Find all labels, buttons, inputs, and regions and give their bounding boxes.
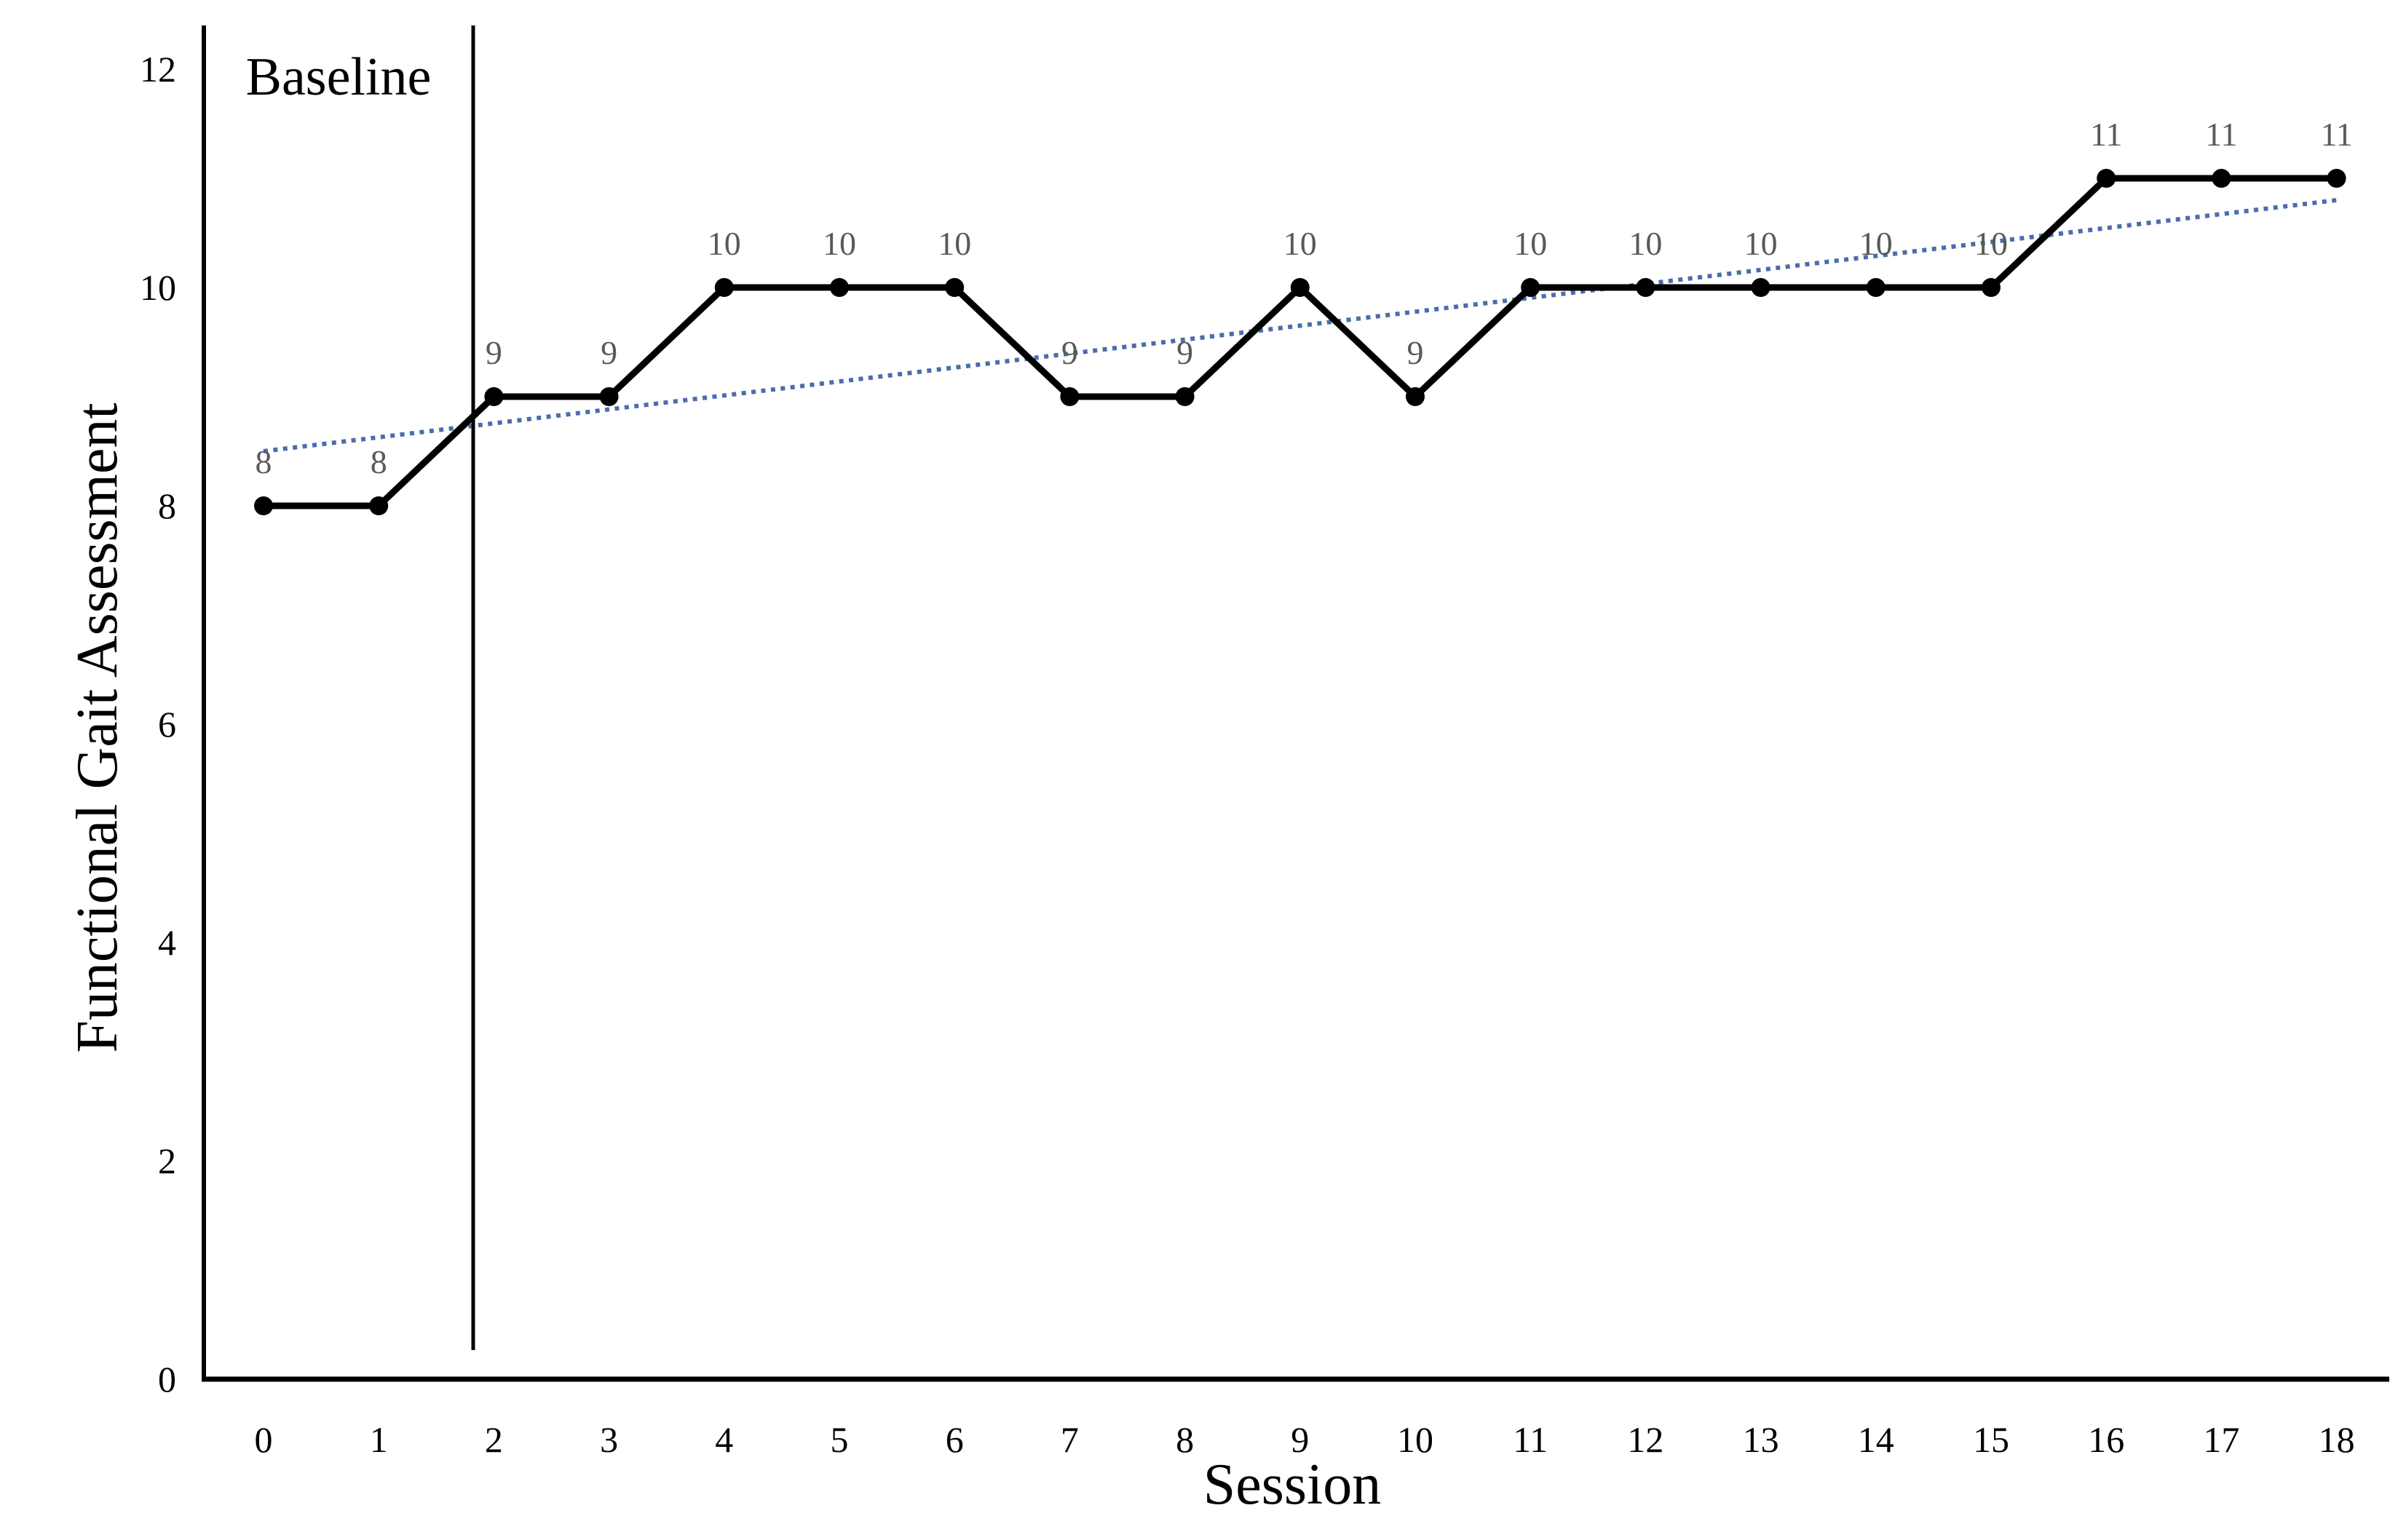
- data-point-label: 10: [1974, 225, 2008, 262]
- data-point-marker: [1636, 278, 1655, 297]
- data-point-marker: [2097, 169, 2116, 188]
- data-point-label: 10: [1283, 225, 1317, 262]
- data-point-label: 11: [2320, 116, 2352, 153]
- y-tick-label: 0: [158, 1359, 176, 1400]
- data-point-label: 10: [1629, 225, 1662, 262]
- data-point-label: 8: [256, 443, 272, 480]
- data-point-label: 10: [823, 225, 856, 262]
- point-label-group: 8 8 9 9 10 10 10 9 9 10 9 10 10 10 10 10 11 11 11: [256, 116, 2353, 480]
- data-point-marker: [599, 387, 619, 406]
- x-tick-label: 0: [255, 1419, 273, 1460]
- data-series-group: [254, 169, 2346, 515]
- x-tick-labels: 0 1 2 3 4 5 6 7 8 9 10 11 12 13 14 15 16 17 18: [255, 1419, 2355, 1460]
- trendline-group: [263, 198, 2337, 453]
- data-point-label: 9: [1061, 334, 1078, 371]
- data-point-marker: [830, 278, 849, 297]
- x-tick-label: 12: [1627, 1419, 1663, 1460]
- y-tick-label: 10: [140, 267, 176, 308]
- data-point-label: 9: [1407, 334, 1424, 371]
- data-point-marker: [1751, 278, 1770, 297]
- x-tick-label: 6: [946, 1419, 964, 1460]
- data-point-label: 8: [371, 443, 387, 480]
- data-point-marker: [1866, 278, 1885, 297]
- data-point-marker: [1406, 387, 1425, 406]
- data-point-marker: [714, 278, 734, 297]
- baseline-phase-label: Baseline: [246, 47, 432, 107]
- x-tick-label: 17: [2203, 1419, 2239, 1460]
- y-axis-title: Functional Gait Assessment: [66, 402, 130, 1052]
- x-tick-label: 1: [370, 1419, 388, 1460]
- data-point-label: 9: [601, 334, 617, 371]
- data-point-label: 10: [938, 225, 971, 262]
- y-tick-label: 6: [158, 704, 176, 745]
- x-tick-label: 13: [1743, 1419, 1779, 1460]
- data-point-marker: [1290, 278, 1310, 297]
- data-point-label: 11: [2090, 116, 2122, 153]
- x-tick-label: 5: [831, 1419, 849, 1460]
- x-tick-label: 3: [600, 1419, 618, 1460]
- data-point-label: 10: [1744, 225, 1778, 262]
- x-axis-title: Session: [1203, 1453, 1382, 1517]
- data-point-label: 10: [1513, 225, 1547, 262]
- x-tick-label: 2: [485, 1419, 503, 1460]
- x-tick-label: 14: [1858, 1419, 1894, 1460]
- x-tick-label: 7: [1061, 1419, 1079, 1460]
- data-point-label: 10: [708, 225, 741, 262]
- data-point-marker: [2212, 169, 2231, 188]
- data-point-label: 10: [1859, 225, 1893, 262]
- data-point-label: 9: [1176, 334, 1193, 371]
- data-point-marker: [1060, 387, 1080, 406]
- data-point-marker: [1521, 278, 1540, 297]
- x-tick-label: 11: [1513, 1419, 1548, 1460]
- trendline: [263, 198, 2337, 453]
- data-point-marker: [1175, 387, 1195, 406]
- x-tick-label: 16: [2088, 1419, 2124, 1460]
- data-point-marker: [1982, 278, 2001, 297]
- x-tick-label: 18: [2319, 1419, 2355, 1460]
- data-point-marker: [945, 278, 965, 297]
- data-point-label: 9: [486, 334, 502, 371]
- y-tick-label: 12: [140, 49, 176, 90]
- y-tick-label: 2: [158, 1140, 176, 1181]
- data-point-label: 11: [2205, 116, 2237, 153]
- y-tick-label: 8: [158, 485, 176, 526]
- data-point-marker: [484, 387, 504, 406]
- x-tick-label: 4: [715, 1419, 733, 1460]
- x-tick-label: 10: [1397, 1419, 1433, 1460]
- x-tick-label: 15: [1973, 1419, 2009, 1460]
- data-point-marker: [369, 496, 389, 515]
- data-point-marker: [254, 496, 273, 515]
- x-tick-label: 9: [1291, 1419, 1309, 1460]
- y-tick-label: 4: [158, 922, 176, 963]
- data-point-marker: [2327, 169, 2346, 188]
- y-tick-labels: 0 2 4 6 8 10 12: [140, 49, 176, 1400]
- x-tick-label: 8: [1176, 1419, 1194, 1460]
